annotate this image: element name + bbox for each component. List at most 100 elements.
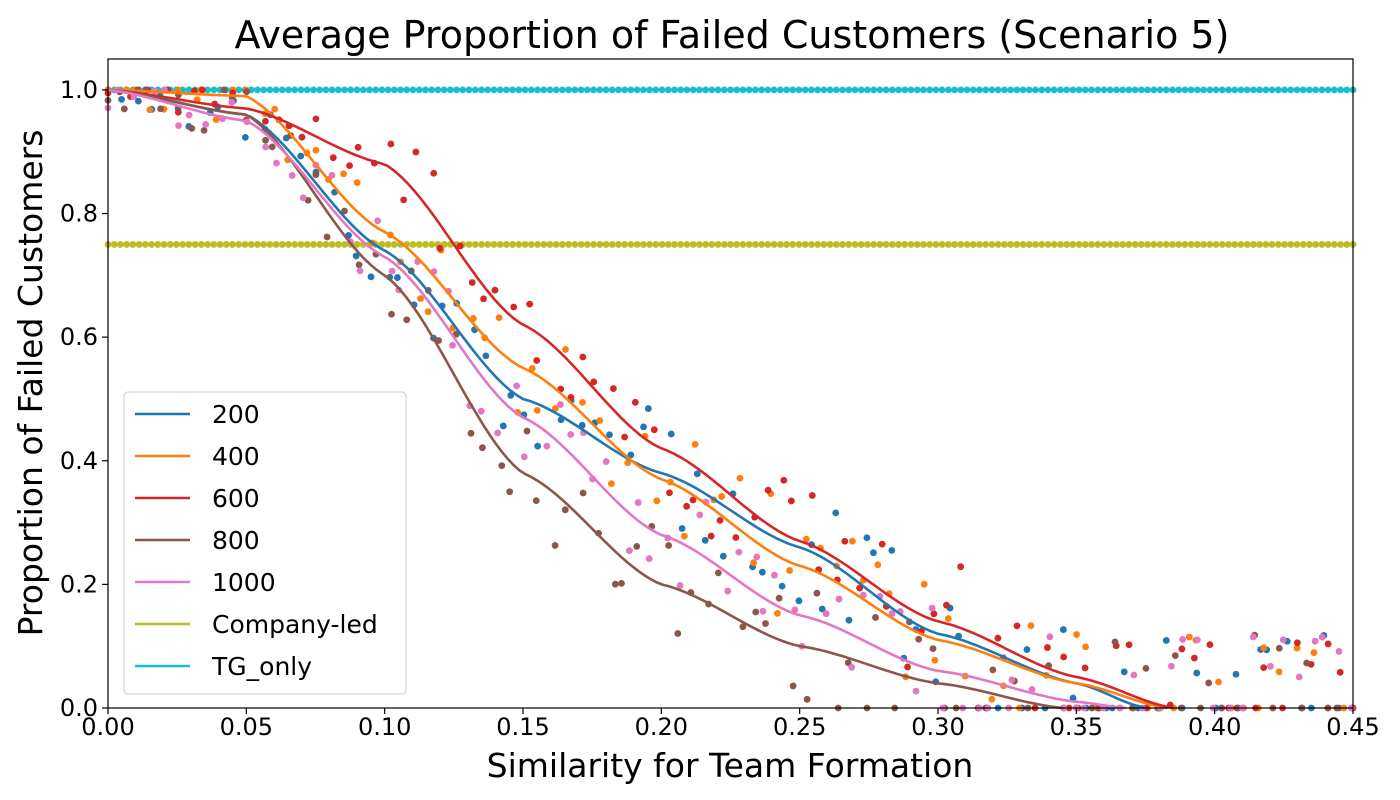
data-point-company-led — [471, 241, 479, 248]
data-point-200 — [693, 470, 701, 478]
data-point-1000 — [520, 453, 528, 461]
data-point-company-led — [160, 241, 168, 248]
data-point-tg_only — [689, 86, 697, 94]
data-point-tg_only — [652, 86, 660, 94]
data-point-800 — [752, 608, 760, 616]
data-point-200 — [367, 273, 375, 281]
data-point-tg_only — [963, 86, 971, 94]
data-point-tg_only — [1187, 86, 1195, 94]
y-tick-label: 0.2 — [60, 570, 98, 598]
data-point-400 — [146, 106, 154, 114]
data-point-400 — [1073, 631, 1080, 638]
data-point-company-led — [565, 241, 573, 248]
data-point-tg_only — [627, 86, 635, 94]
data-point-tg_only — [303, 86, 311, 94]
data-point-tg_only — [1007, 86, 1015, 94]
data-point-1000 — [175, 122, 182, 130]
data-point-company-led — [129, 241, 137, 248]
data-point-400 — [424, 308, 432, 316]
data-point-tg_only — [384, 86, 392, 94]
data-point-tg_only — [1050, 86, 1058, 94]
data-point-200 — [832, 509, 840, 517]
data-point-600 — [841, 537, 849, 545]
data-point-tg_only — [1156, 86, 1164, 94]
data-point-company-led — [957, 241, 965, 248]
data-point-company-led — [1324, 241, 1332, 248]
data-point-tg_only — [1162, 86, 1170, 94]
data-point-200 — [644, 405, 652, 412]
data-point-600 — [199, 86, 206, 94]
data-point-tg_only — [795, 86, 803, 94]
legend-label: Company-led — [212, 610, 378, 639]
data-point-800 — [989, 666, 997, 674]
data-point-company-led — [783, 241, 790, 248]
data-point-200 — [507, 391, 515, 399]
data-point-company-led — [938, 241, 946, 248]
data-point-company-led — [1032, 241, 1039, 248]
data-point-tg_only — [976, 86, 983, 94]
data-point-tg_only — [316, 86, 324, 94]
data-point-tg_only — [297, 86, 305, 94]
data-point-company-led — [185, 241, 193, 248]
data-point-tg_only — [1169, 86, 1176, 94]
data-point-company-led — [789, 241, 797, 248]
data-point-company-led — [254, 241, 261, 248]
data-point-800 — [1111, 638, 1119, 646]
data-point-company-led — [1243, 241, 1251, 248]
data-point-company-led — [521, 241, 529, 248]
data-point-company-led — [291, 241, 299, 248]
data-point-tg_only — [1312, 86, 1320, 94]
data-point-200 — [1069, 694, 1077, 702]
data-point-company-led — [322, 241, 330, 248]
data-point-tg_only — [272, 86, 280, 94]
data-point-company-led — [652, 241, 660, 248]
data-point-tg_only — [291, 86, 299, 94]
fit-line-layer — [107, 88, 1174, 710]
data-point-200 — [606, 431, 613, 439]
data-point-200 — [1023, 646, 1031, 653]
data-point-company-led — [534, 241, 541, 248]
data-point-tg_only — [415, 86, 423, 94]
data-point-tg_only — [341, 86, 348, 94]
data-point-company-led — [1212, 241, 1220, 248]
data-point-1000 — [759, 607, 767, 615]
y-axis: 0.0 0.2 0.4 0.6 0.8 1.0 — [60, 76, 108, 722]
data-point-tg_only — [994, 86, 1002, 94]
data-point-tg_only — [204, 86, 212, 94]
x-axis-label: Similarity for Team Formation — [487, 746, 974, 785]
data-point-company-led — [509, 241, 517, 248]
data-point-company-led — [1256, 241, 1264, 248]
data-point-800 — [220, 86, 228, 94]
data-point-company-led — [148, 241, 155, 248]
data-point-800 — [498, 462, 506, 470]
data-point-400 — [596, 417, 604, 424]
data-point-1000 — [645, 555, 653, 563]
data-point-tg_only — [1293, 86, 1301, 94]
data-point-800 — [262, 136, 269, 144]
fit-line-400 — [107, 88, 1168, 710]
data-point-200 — [499, 422, 507, 430]
data-point-1000 — [262, 143, 270, 151]
data-point-800 — [506, 488, 514, 496]
data-point-1000 — [1318, 633, 1326, 641]
legend-label: 200 — [212, 400, 260, 429]
data-point-company-led — [926, 241, 934, 248]
data-point-company-led — [702, 241, 709, 248]
data-point-200 — [394, 274, 401, 281]
data-point-1000 — [1046, 633, 1054, 641]
data-point-tg_only — [1069, 86, 1077, 94]
data-point-company-led — [1094, 241, 1102, 248]
data-point-600 — [609, 385, 617, 392]
data-point-company-led — [901, 241, 909, 248]
data-point-tg_only — [770, 86, 778, 94]
data-point-800 — [1142, 664, 1150, 672]
data-point-tg_only — [870, 86, 878, 94]
data-point-400 — [312, 146, 320, 154]
data-point-company-led — [1106, 241, 1114, 248]
data-point-tg_only — [565, 86, 573, 94]
data-point-company-led — [577, 241, 585, 248]
data-point-tg_only — [882, 86, 890, 94]
data-point-tg_only — [683, 86, 691, 94]
data-point-tg_only — [1038, 86, 1046, 94]
data-point-1000 — [771, 571, 778, 579]
